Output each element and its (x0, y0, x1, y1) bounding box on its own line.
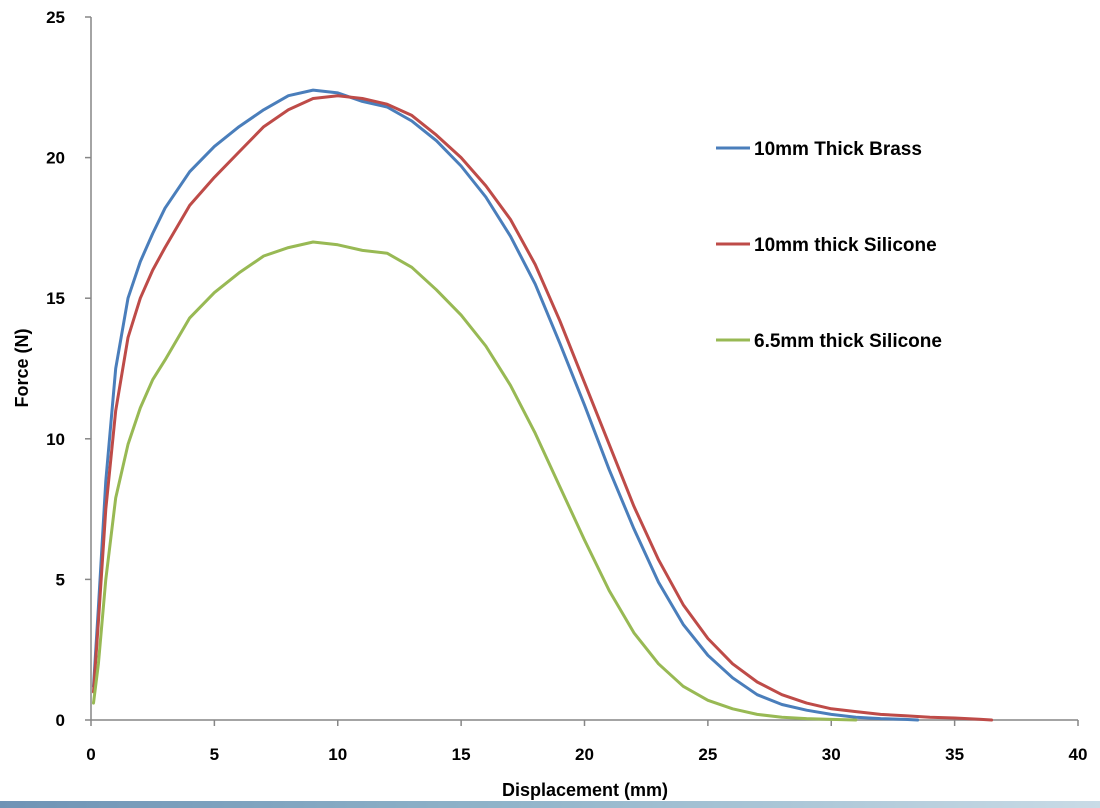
y-tick-label: 10 (46, 430, 65, 449)
y-axis-title: Force (N) (12, 328, 32, 407)
series-line-3 (92, 240, 858, 722)
x-tick-label: 25 (698, 745, 717, 764)
x-axis-title: Displacement (mm) (502, 780, 668, 800)
x-tick-label: 35 (945, 745, 964, 764)
x-ticks: 0 5 10 15 20 25 30 35 40 (86, 720, 1087, 764)
series-line-1 (92, 88, 920, 722)
legend: 10mm Thick Brass 10mm thick Silicone 6.5mm… (716, 139, 942, 352)
y-tick-label: 20 (46, 149, 65, 168)
bottom-decorative-strip (0, 801, 1100, 808)
y-tick-label: 25 (46, 8, 65, 27)
y-tick-label: 15 (46, 289, 65, 308)
y-tick-label: 0 (56, 711, 65, 730)
legend-label-1: 10mm Thick Brass (754, 139, 922, 160)
series-lines (92, 88, 994, 722)
x-tick-label: 0 (86, 745, 95, 764)
axes (90, 17, 1078, 721)
x-tick-label: 10 (328, 745, 347, 764)
legend-label-3: 6.5mm thick Silicone (754, 331, 942, 352)
y-ticks: 0 5 10 15 20 25 (46, 8, 91, 730)
series-line-2 (92, 94, 994, 722)
x-tick-label: 40 (1069, 745, 1088, 764)
x-tick-label: 15 (452, 745, 471, 764)
x-tick-label: 20 (575, 745, 594, 764)
legend-label-2: 10mm thick Silicone (754, 235, 937, 256)
y-tick-label: 5 (56, 570, 65, 589)
x-tick-label: 5 (210, 745, 219, 764)
x-tick-label: 30 (822, 745, 841, 764)
